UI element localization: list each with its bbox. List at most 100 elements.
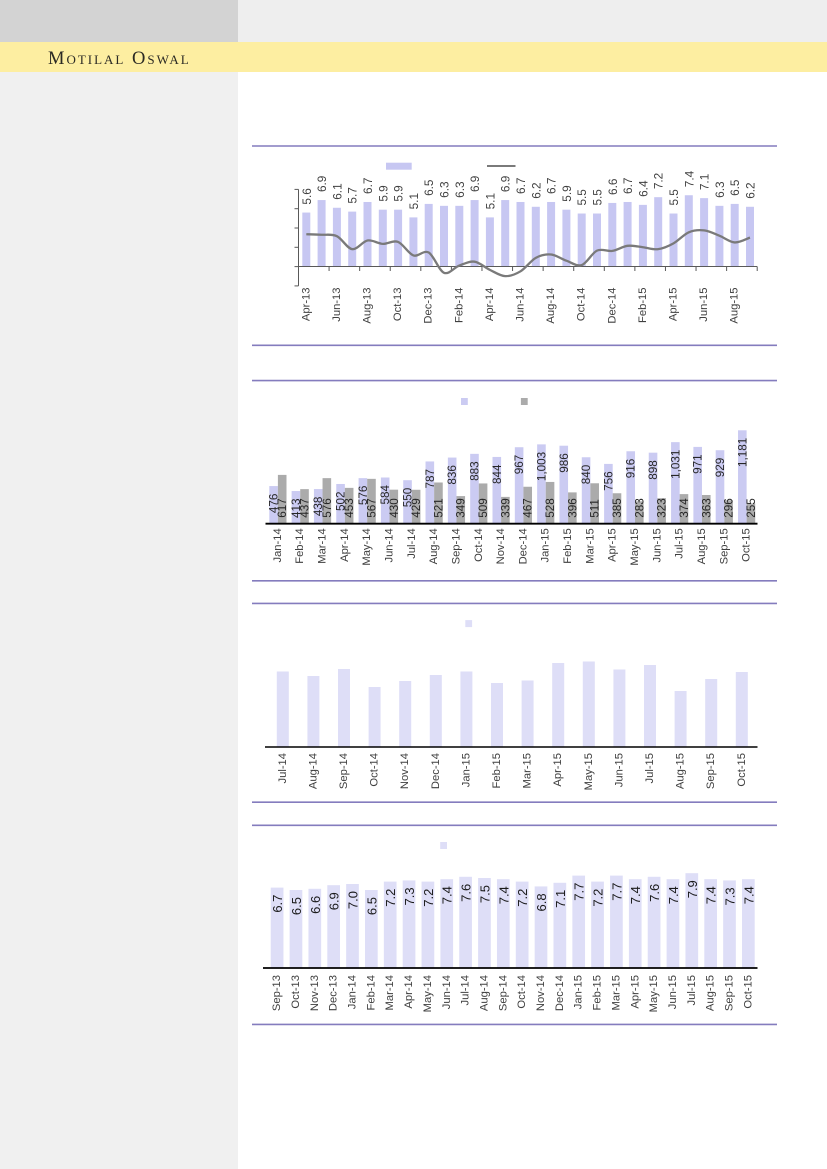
- svg-text:6.4: 6.4: [636, 180, 650, 197]
- svg-text:430: 430: [388, 498, 401, 518]
- svg-text:6.6: 6.6: [606, 178, 620, 195]
- svg-text:576: 576: [357, 486, 370, 506]
- svg-text:844: 844: [491, 464, 504, 484]
- svg-text:6.7: 6.7: [361, 178, 375, 194]
- svg-text:7.2: 7.2: [383, 889, 398, 907]
- svg-text:6.9: 6.9: [327, 892, 342, 910]
- svg-text:5.9: 5.9: [392, 185, 406, 201]
- svg-text:438: 438: [312, 497, 325, 517]
- svg-text:476: 476: [268, 494, 281, 514]
- svg-text:7.2: 7.2: [421, 889, 436, 907]
- svg-text:Oct-14: Oct-14: [516, 975, 528, 1009]
- svg-text:Nov-14: Nov-14: [535, 975, 547, 1011]
- svg-text:6.9: 6.9: [315, 176, 329, 192]
- svg-text:Mar-14: Mar-14: [384, 975, 396, 1010]
- svg-text:Nov-14: Nov-14: [495, 528, 507, 564]
- svg-text:Nov-14: Nov-14: [399, 753, 411, 789]
- svg-text:Sep-15: Sep-15: [718, 528, 730, 564]
- svg-text:Feb-15: Feb-15: [491, 753, 503, 788]
- svg-text:Jul-15: Jul-15: [674, 528, 686, 558]
- svg-text:Jul-14: Jul-14: [406, 528, 418, 558]
- svg-text:971: 971: [692, 454, 705, 474]
- svg-text:7.7: 7.7: [572, 883, 587, 901]
- svg-text:Aug-14: Aug-14: [478, 975, 490, 1011]
- svg-text:883: 883: [468, 461, 481, 481]
- svg-text:528: 528: [544, 498, 557, 518]
- svg-text:Jul-14: Jul-14: [460, 975, 472, 1005]
- svg-text:May-15: May-15: [629, 528, 641, 565]
- svg-text:Feb-14: Feb-14: [294, 528, 306, 563]
- svg-text:6.3: 6.3: [453, 181, 467, 198]
- svg-text:Dec-14: Dec-14: [430, 753, 442, 789]
- svg-text:Oct-14: Oct-14: [473, 528, 485, 562]
- svg-text:Mar-15: Mar-15: [584, 528, 596, 563]
- svg-text:6.5: 6.5: [728, 179, 742, 196]
- svg-text:5.9: 5.9: [376, 185, 390, 201]
- svg-text:6.6: 6.6: [308, 896, 323, 914]
- svg-text:Sep-14: Sep-14: [338, 753, 350, 789]
- svg-text:363: 363: [700, 498, 713, 518]
- svg-text:Apr-14: Apr-14: [403, 975, 415, 1009]
- svg-text:787: 787: [424, 469, 437, 489]
- svg-text:Jun-15: Jun-15: [698, 288, 710, 322]
- svg-text:Apr-14: Apr-14: [339, 528, 351, 562]
- svg-text:Jan-15: Jan-15: [540, 528, 552, 562]
- svg-text:Feb-14: Feb-14: [365, 975, 377, 1010]
- svg-text:6.7: 6.7: [514, 178, 528, 194]
- svg-text:Nov-13: Nov-13: [309, 975, 321, 1011]
- svg-text:Aug-15: Aug-15: [729, 288, 741, 324]
- svg-text:7.4: 7.4: [628, 886, 643, 904]
- svg-text:6.5: 6.5: [364, 897, 379, 915]
- svg-text:986: 986: [558, 453, 571, 473]
- svg-text:967: 967: [513, 455, 526, 475]
- svg-text:Jun-15: Jun-15: [651, 528, 663, 562]
- svg-text:Jan-14: Jan-14: [272, 528, 284, 562]
- svg-text:437: 437: [299, 498, 312, 518]
- svg-text:Apr-14: Apr-14: [484, 288, 496, 322]
- svg-text:385: 385: [611, 498, 624, 518]
- svg-text:511: 511: [589, 499, 602, 518]
- svg-text:Oct-15: Oct-15: [741, 528, 753, 562]
- svg-text:7.6: 7.6: [459, 884, 474, 902]
- svg-text:617: 617: [276, 498, 289, 518]
- svg-text:May-14: May-14: [422, 975, 434, 1012]
- svg-text:5.5: 5.5: [667, 189, 681, 206]
- svg-text:7.4: 7.4: [440, 886, 455, 904]
- svg-text:339: 339: [499, 498, 512, 518]
- svg-text:Oct-13: Oct-13: [290, 975, 302, 1009]
- svg-text:Jan-15: Jan-15: [460, 753, 472, 787]
- svg-text:7.2: 7.2: [591, 889, 606, 907]
- svg-text:Apr-15: Apr-15: [629, 975, 641, 1009]
- svg-text:502: 502: [335, 491, 348, 511]
- svg-text:Jun-14: Jun-14: [384, 528, 396, 562]
- svg-text:5.6: 5.6: [300, 188, 314, 205]
- svg-text:Feb-15: Feb-15: [637, 288, 649, 323]
- svg-text:Mar-14: Mar-14: [317, 528, 329, 563]
- svg-text:Sep-15: Sep-15: [705, 753, 717, 789]
- svg-text:Oct-14: Oct-14: [576, 288, 588, 322]
- svg-text:6.7: 6.7: [270, 895, 285, 913]
- svg-text:429: 429: [410, 498, 423, 518]
- svg-text:7.5: 7.5: [477, 885, 492, 903]
- svg-text:323: 323: [656, 498, 669, 518]
- svg-text:Oct-15: Oct-15: [736, 753, 748, 787]
- svg-text:Aug-14: Aug-14: [545, 288, 557, 324]
- svg-text:929: 929: [714, 458, 727, 478]
- svg-text:7.4: 7.4: [704, 886, 719, 904]
- svg-text:Aug-15: Aug-15: [675, 753, 687, 789]
- svg-text:May-15: May-15: [648, 975, 660, 1012]
- svg-text:374: 374: [678, 498, 691, 518]
- svg-text:Sep-15: Sep-15: [724, 975, 736, 1011]
- svg-text:7.4: 7.4: [682, 170, 696, 187]
- svg-text:7.1: 7.1: [553, 890, 568, 908]
- svg-text:Aug-15: Aug-15: [696, 528, 708, 564]
- svg-text:6.1: 6.1: [330, 183, 344, 199]
- svg-text:Jun-15: Jun-15: [667, 975, 679, 1009]
- svg-text:6.9: 6.9: [468, 176, 482, 192]
- svg-text:840: 840: [580, 464, 593, 484]
- svg-text:Aug-14: Aug-14: [307, 753, 319, 789]
- svg-text:5.1: 5.1: [483, 193, 497, 209]
- svg-text:Apr-13: Apr-13: [300, 288, 312, 322]
- svg-text:Sep-14: Sep-14: [450, 528, 462, 564]
- svg-text:7.3: 7.3: [402, 887, 417, 905]
